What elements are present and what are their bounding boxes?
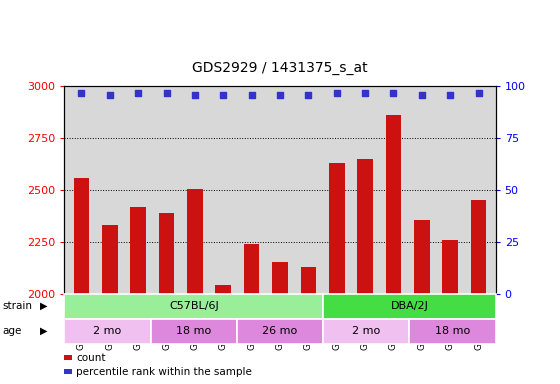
Bar (158, 213, 174, 384)
Text: age: age (3, 326, 22, 336)
Text: count: count (76, 353, 106, 363)
Point (446, 92, 455, 98)
Bar (64, 294, 323, 319)
Text: ▶: ▶ (40, 301, 48, 311)
Text: DBA/2J: DBA/2J (390, 301, 428, 311)
Bar (409, 319, 496, 344)
Bar (151, 319, 237, 344)
Point (134, 89, 143, 96)
Point (304, 92, 313, 98)
Bar (442, 240, 458, 384)
Point (190, 92, 199, 98)
Text: 2 mo: 2 mo (352, 326, 380, 336)
Point (389, 89, 398, 96)
Bar (64, 319, 151, 344)
Bar (414, 220, 430, 384)
Point (361, 89, 370, 96)
Text: GDS2929 / 1431375_s_at: GDS2929 / 1431375_s_at (192, 61, 368, 75)
Bar (102, 225, 118, 384)
Point (247, 92, 256, 98)
Bar (357, 159, 373, 384)
Bar (323, 319, 409, 344)
Text: C57BL/6J: C57BL/6J (169, 301, 218, 311)
Text: percentile rank within the sample: percentile rank within the sample (76, 366, 252, 377)
Bar (272, 262, 288, 384)
Bar (323, 294, 496, 319)
Text: 2 mo: 2 mo (94, 326, 122, 336)
Point (276, 92, 284, 98)
Point (105, 92, 114, 98)
Bar (216, 285, 231, 384)
Bar (187, 189, 203, 384)
Bar (471, 200, 487, 384)
Text: 18 mo: 18 mo (176, 326, 211, 336)
Bar (237, 319, 323, 344)
Bar (130, 207, 146, 384)
Bar (329, 163, 344, 384)
Text: strain: strain (3, 301, 33, 311)
Bar (301, 267, 316, 384)
Point (417, 92, 426, 98)
Point (474, 89, 483, 96)
Point (77, 89, 86, 96)
Point (219, 92, 228, 98)
Point (162, 89, 171, 96)
Text: 26 mo: 26 mo (263, 326, 297, 336)
Point (332, 89, 341, 96)
Bar (244, 244, 259, 384)
Bar (73, 178, 89, 384)
Text: ▶: ▶ (40, 326, 48, 336)
Bar (386, 116, 402, 384)
Text: 18 mo: 18 mo (435, 326, 470, 336)
